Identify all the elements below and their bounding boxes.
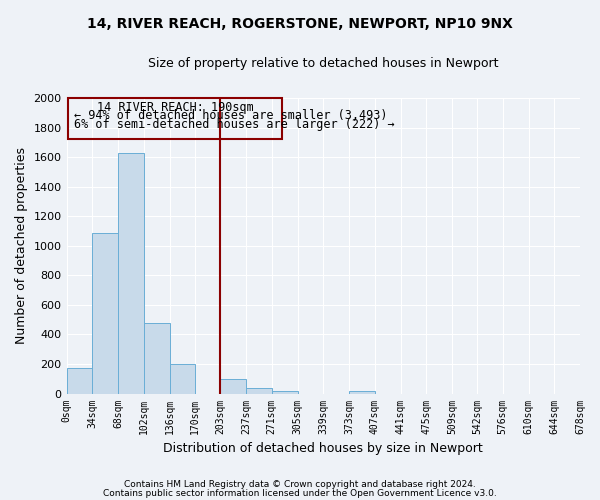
Text: ← 94% of detached houses are smaller (3,493): ← 94% of detached houses are smaller (3,… xyxy=(74,109,388,122)
Bar xyxy=(349,392,375,394)
Bar xyxy=(144,322,170,394)
Bar xyxy=(67,368,92,394)
Text: 14, RIVER REACH, ROGERSTONE, NEWPORT, NP10 9NX: 14, RIVER REACH, ROGERSTONE, NEWPORT, NP… xyxy=(87,18,513,32)
Text: Contains HM Land Registry data © Crown copyright and database right 2024.: Contains HM Land Registry data © Crown c… xyxy=(124,480,476,489)
Title: Size of property relative to detached houses in Newport: Size of property relative to detached ho… xyxy=(148,58,499,70)
Y-axis label: Number of detached properties: Number of detached properties xyxy=(15,148,28,344)
Text: 6% of semi-detached houses are larger (222) →: 6% of semi-detached houses are larger (2… xyxy=(74,118,395,131)
Bar xyxy=(92,232,118,394)
Text: 14 RIVER REACH: 190sqm: 14 RIVER REACH: 190sqm xyxy=(97,100,254,114)
Bar xyxy=(246,388,272,394)
Bar xyxy=(220,379,246,394)
Text: Contains public sector information licensed under the Open Government Licence v3: Contains public sector information licen… xyxy=(103,490,497,498)
Bar xyxy=(68,98,283,140)
Bar xyxy=(272,392,298,394)
X-axis label: Distribution of detached houses by size in Newport: Distribution of detached houses by size … xyxy=(163,442,483,455)
Bar xyxy=(118,152,144,394)
Bar xyxy=(170,364,195,394)
